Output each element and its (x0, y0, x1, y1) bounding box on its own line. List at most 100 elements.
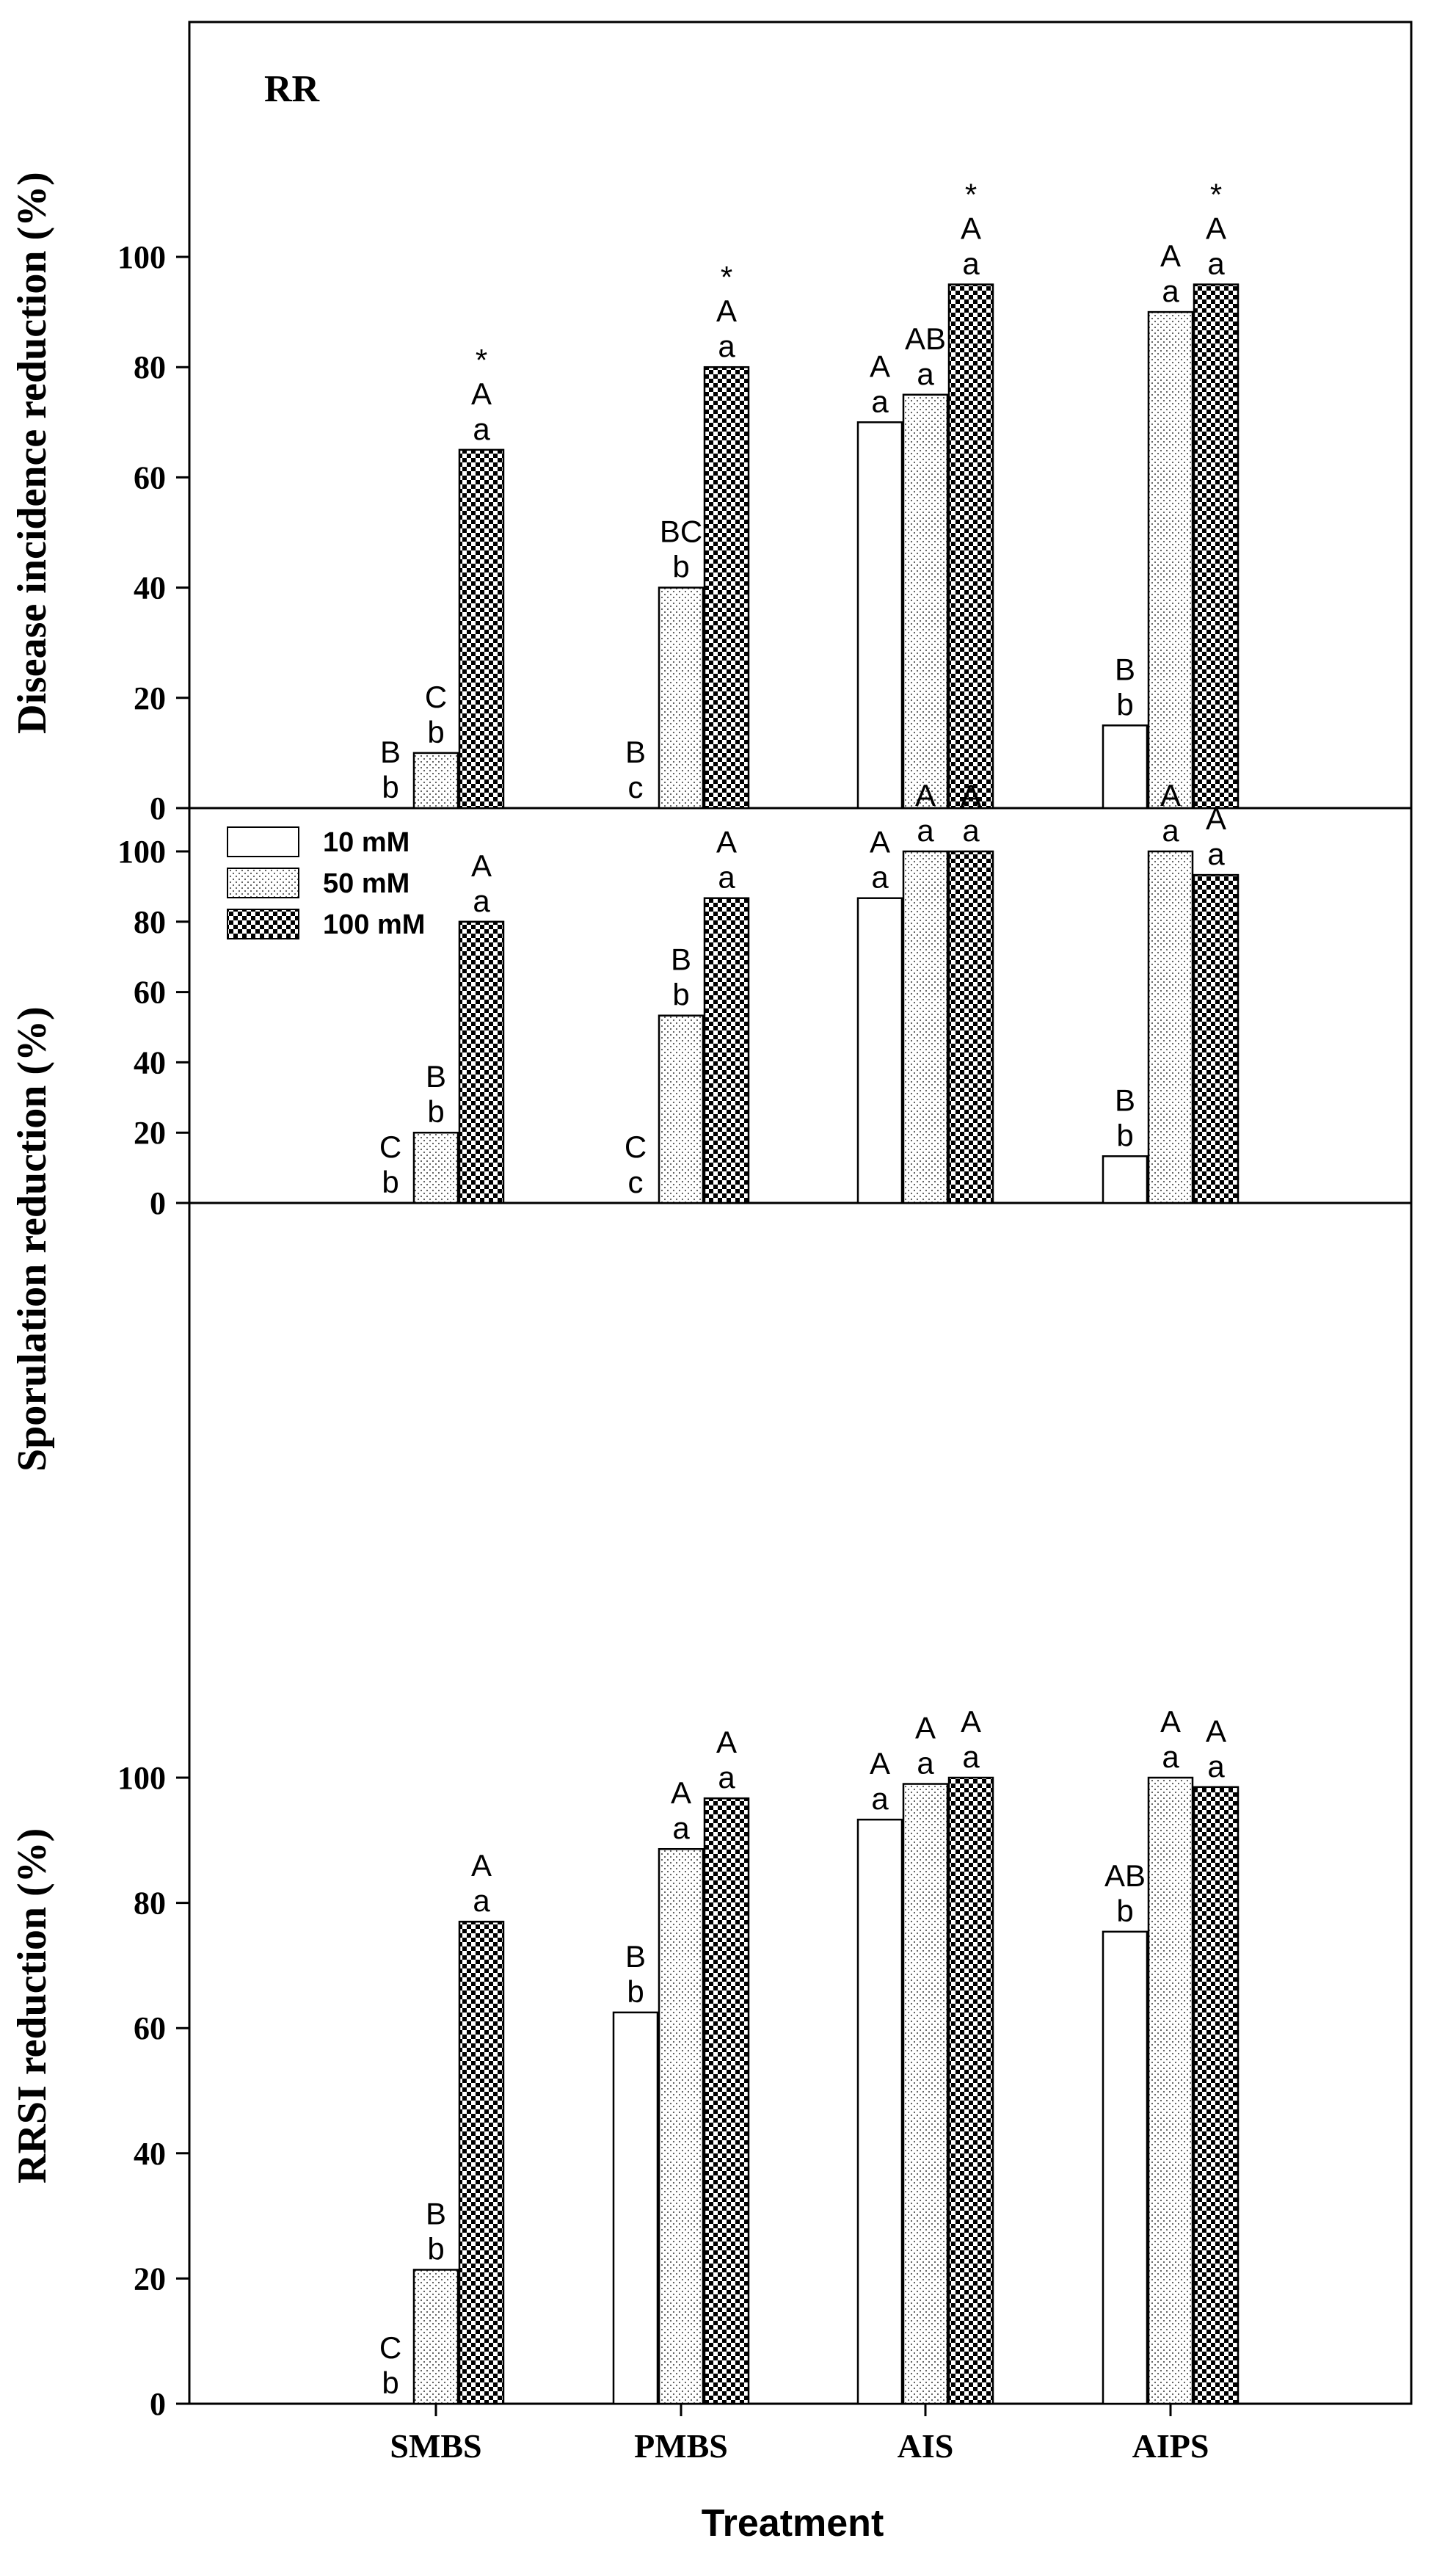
sig-upper-p3-ais-50mm: A (915, 1711, 936, 1745)
bar-p1-smbs-50mm (412, 752, 459, 810)
legend-swatch-100mm (227, 909, 299, 939)
bar-p2-aips-10mm (1102, 1155, 1149, 1204)
sig-upper-p3-smbs-100mm: A (471, 1848, 492, 1883)
y-tick-label-p3-100: 100 (117, 1760, 166, 1796)
bar-p2-pmbs-100mm (703, 897, 750, 1204)
bar-p3-aips-10mm (1102, 1930, 1149, 2405)
bar-p2-smbs-100mm (458, 920, 505, 1204)
bar-p1-pmbs-50mm (658, 586, 705, 810)
sig-lower-p3-ais-10mm: a (871, 1781, 889, 1816)
sig-upper-p2-pmbs-10mm: C (625, 1130, 647, 1164)
sig-lower-p3-aips-10mm: b (1116, 1894, 1133, 1928)
y-tick-label-p1-20: 20 (134, 680, 166, 716)
category-label-ais: AIS (898, 2427, 954, 2465)
bar-p2-ais-10mm (856, 897, 903, 1204)
category-label-pmbs: PMBS (634, 2427, 728, 2465)
y-tick-label-p3-60: 60 (134, 2010, 166, 2046)
sig-upper-p3-aips-50mm: A (1160, 1704, 1181, 1739)
x-axis-label: Treatment (702, 2502, 884, 2545)
sig-upper-p2-smbs-10mm: C (379, 1130, 401, 1164)
y-axis-label-3: RRSI reduction (%) (10, 1828, 55, 2184)
sig-lower-p2-smbs-100mm: a (473, 884, 490, 918)
sig-lower-p3-pmbs-10mm: b (627, 1974, 644, 2009)
sig-lower-p2-smbs-10mm: b (382, 1165, 398, 1199)
bar-p1-aips-10mm (1102, 724, 1149, 810)
bar-p3-pmbs-10mm (612, 2011, 659, 2405)
sig-lower-p1-aips-100mm: a (1207, 247, 1225, 281)
sig-lower-p3-smbs-50mm: b (427, 2231, 444, 2266)
sig-upper-p3-pmbs-10mm: B (625, 1939, 646, 1974)
bar-p3-pmbs-50mm (658, 1847, 705, 2405)
bar-p1-aips-100mm (1193, 283, 1240, 810)
y-axis-label-2: Sporulation reduction (%) (10, 1006, 55, 1472)
y-tick-label-p1-0: 0 (150, 790, 166, 826)
sig-lower-p2-ais-10mm: a (871, 860, 889, 895)
sig-upper-p1-ais-10mm: A (870, 349, 890, 383)
sig-lower-p2-pmbs-100mm: a (718, 860, 735, 895)
sig-lower-p1-aips-50mm: a (1162, 274, 1179, 308)
sig-star-p1-ais-100mm: * (965, 178, 977, 212)
sig-upper-p1-ais-50mm: AB (905, 321, 946, 356)
sig-upper-p1-pmbs-50mm: BC (660, 515, 702, 549)
sig-lower-p2-ais-100mm: a (962, 813, 980, 848)
sig-lower-p3-ais-100mm: a (962, 1739, 980, 1774)
bar-p1-ais-50mm (902, 393, 949, 810)
sig-upper-p2-pmbs-50mm: B (671, 942, 691, 977)
bar-p3-smbs-100mm (458, 1920, 505, 2405)
panel-tag-rr: RR (264, 68, 321, 110)
bar-p1-aips-50mm (1147, 310, 1194, 810)
sig-lower-p1-pmbs-50mm: b (672, 550, 689, 584)
legend-label-100mm: 100 mM (323, 909, 425, 940)
sig-upper-p3-aips-100mm: A (1206, 1714, 1226, 1748)
y-tick-label-p3-80: 80 (134, 1886, 166, 1922)
bar-p3-ais-50mm (902, 1783, 949, 2405)
sig-upper-p1-aips-100mm: A (1206, 211, 1226, 246)
bar-p2-ais-100mm (947, 850, 994, 1204)
bar-p3-aips-50mm (1147, 1776, 1194, 2405)
sig-upper-p2-smbs-100mm: A (471, 848, 492, 883)
sig-star-p1-aips-100mm: * (1210, 178, 1222, 212)
sig-lower-p1-ais-50mm: a (917, 357, 934, 391)
y-tick-label-p3-20: 20 (134, 2261, 166, 2297)
sig-lower-p3-pmbs-50mm: a (672, 1811, 690, 1845)
sig-lower-p1-pmbs-10mm: c (628, 770, 644, 804)
y-tick-label-p1-80: 80 (134, 349, 166, 385)
sig-lower-p2-smbs-50mm: b (427, 1094, 444, 1129)
sig-star-p1-pmbs-100mm: * (721, 260, 732, 294)
sig-upper-p3-ais-100mm: A (961, 1704, 981, 1739)
bar-p2-aips-50mm (1147, 850, 1194, 1204)
y-tick-label-p2-0: 0 (150, 1185, 166, 1221)
panel-frame-3 (188, 1201, 1413, 2405)
legend: 10 mM 50 mM 100 mM (227, 826, 425, 940)
y-tick-label-p2-80: 80 (134, 904, 166, 940)
sig-lower-p3-aips-50mm: a (1162, 1739, 1179, 1774)
legend-swatch-10mm (227, 826, 299, 857)
sig-upper-p2-ais-100mm: A (961, 778, 981, 812)
bar-p3-ais-100mm (947, 1776, 994, 2405)
sig-lower-p1-smbs-10mm: b (382, 770, 398, 804)
bar-p1-smbs-100mm (458, 448, 505, 810)
sig-upper-p1-aips-10mm: B (1115, 652, 1135, 686)
sig-upper-p1-smbs-10mm: B (380, 735, 401, 769)
bar-p3-ais-10mm (856, 1818, 903, 2405)
sig-lower-p3-smbs-10mm: b (382, 2366, 398, 2400)
sig-upper-p1-smbs-100mm: A (471, 377, 492, 411)
sig-lower-p1-smbs-50mm: b (427, 715, 444, 749)
sig-upper-p2-aips-50mm: A (1160, 778, 1181, 812)
y-tick-label-p2-60: 60 (134, 975, 166, 1011)
sig-upper-p2-smbs-50mm: B (426, 1059, 446, 1094)
sig-lower-p3-aips-100mm: a (1207, 1749, 1225, 1784)
sig-upper-p3-ais-10mm: A (870, 1746, 890, 1781)
bar-p3-pmbs-100mm (703, 1797, 750, 2405)
y-tick-label-p2-20: 20 (134, 1115, 166, 1151)
sig-upper-p1-ais-100mm: A (961, 211, 981, 246)
sig-lower-p2-aips-100mm: a (1207, 837, 1225, 871)
sig-lower-p1-ais-10mm: a (871, 384, 889, 418)
sig-upper-p3-smbs-10mm: C (379, 2330, 401, 2365)
bar-p1-ais-10mm (856, 421, 903, 810)
y-tick-label-p3-0: 0 (150, 2386, 166, 2422)
sig-upper-p1-smbs-50mm: C (425, 680, 447, 714)
sig-lower-p1-smbs-100mm: a (473, 412, 490, 446)
sig-upper-p1-pmbs-100mm: A (716, 294, 737, 328)
